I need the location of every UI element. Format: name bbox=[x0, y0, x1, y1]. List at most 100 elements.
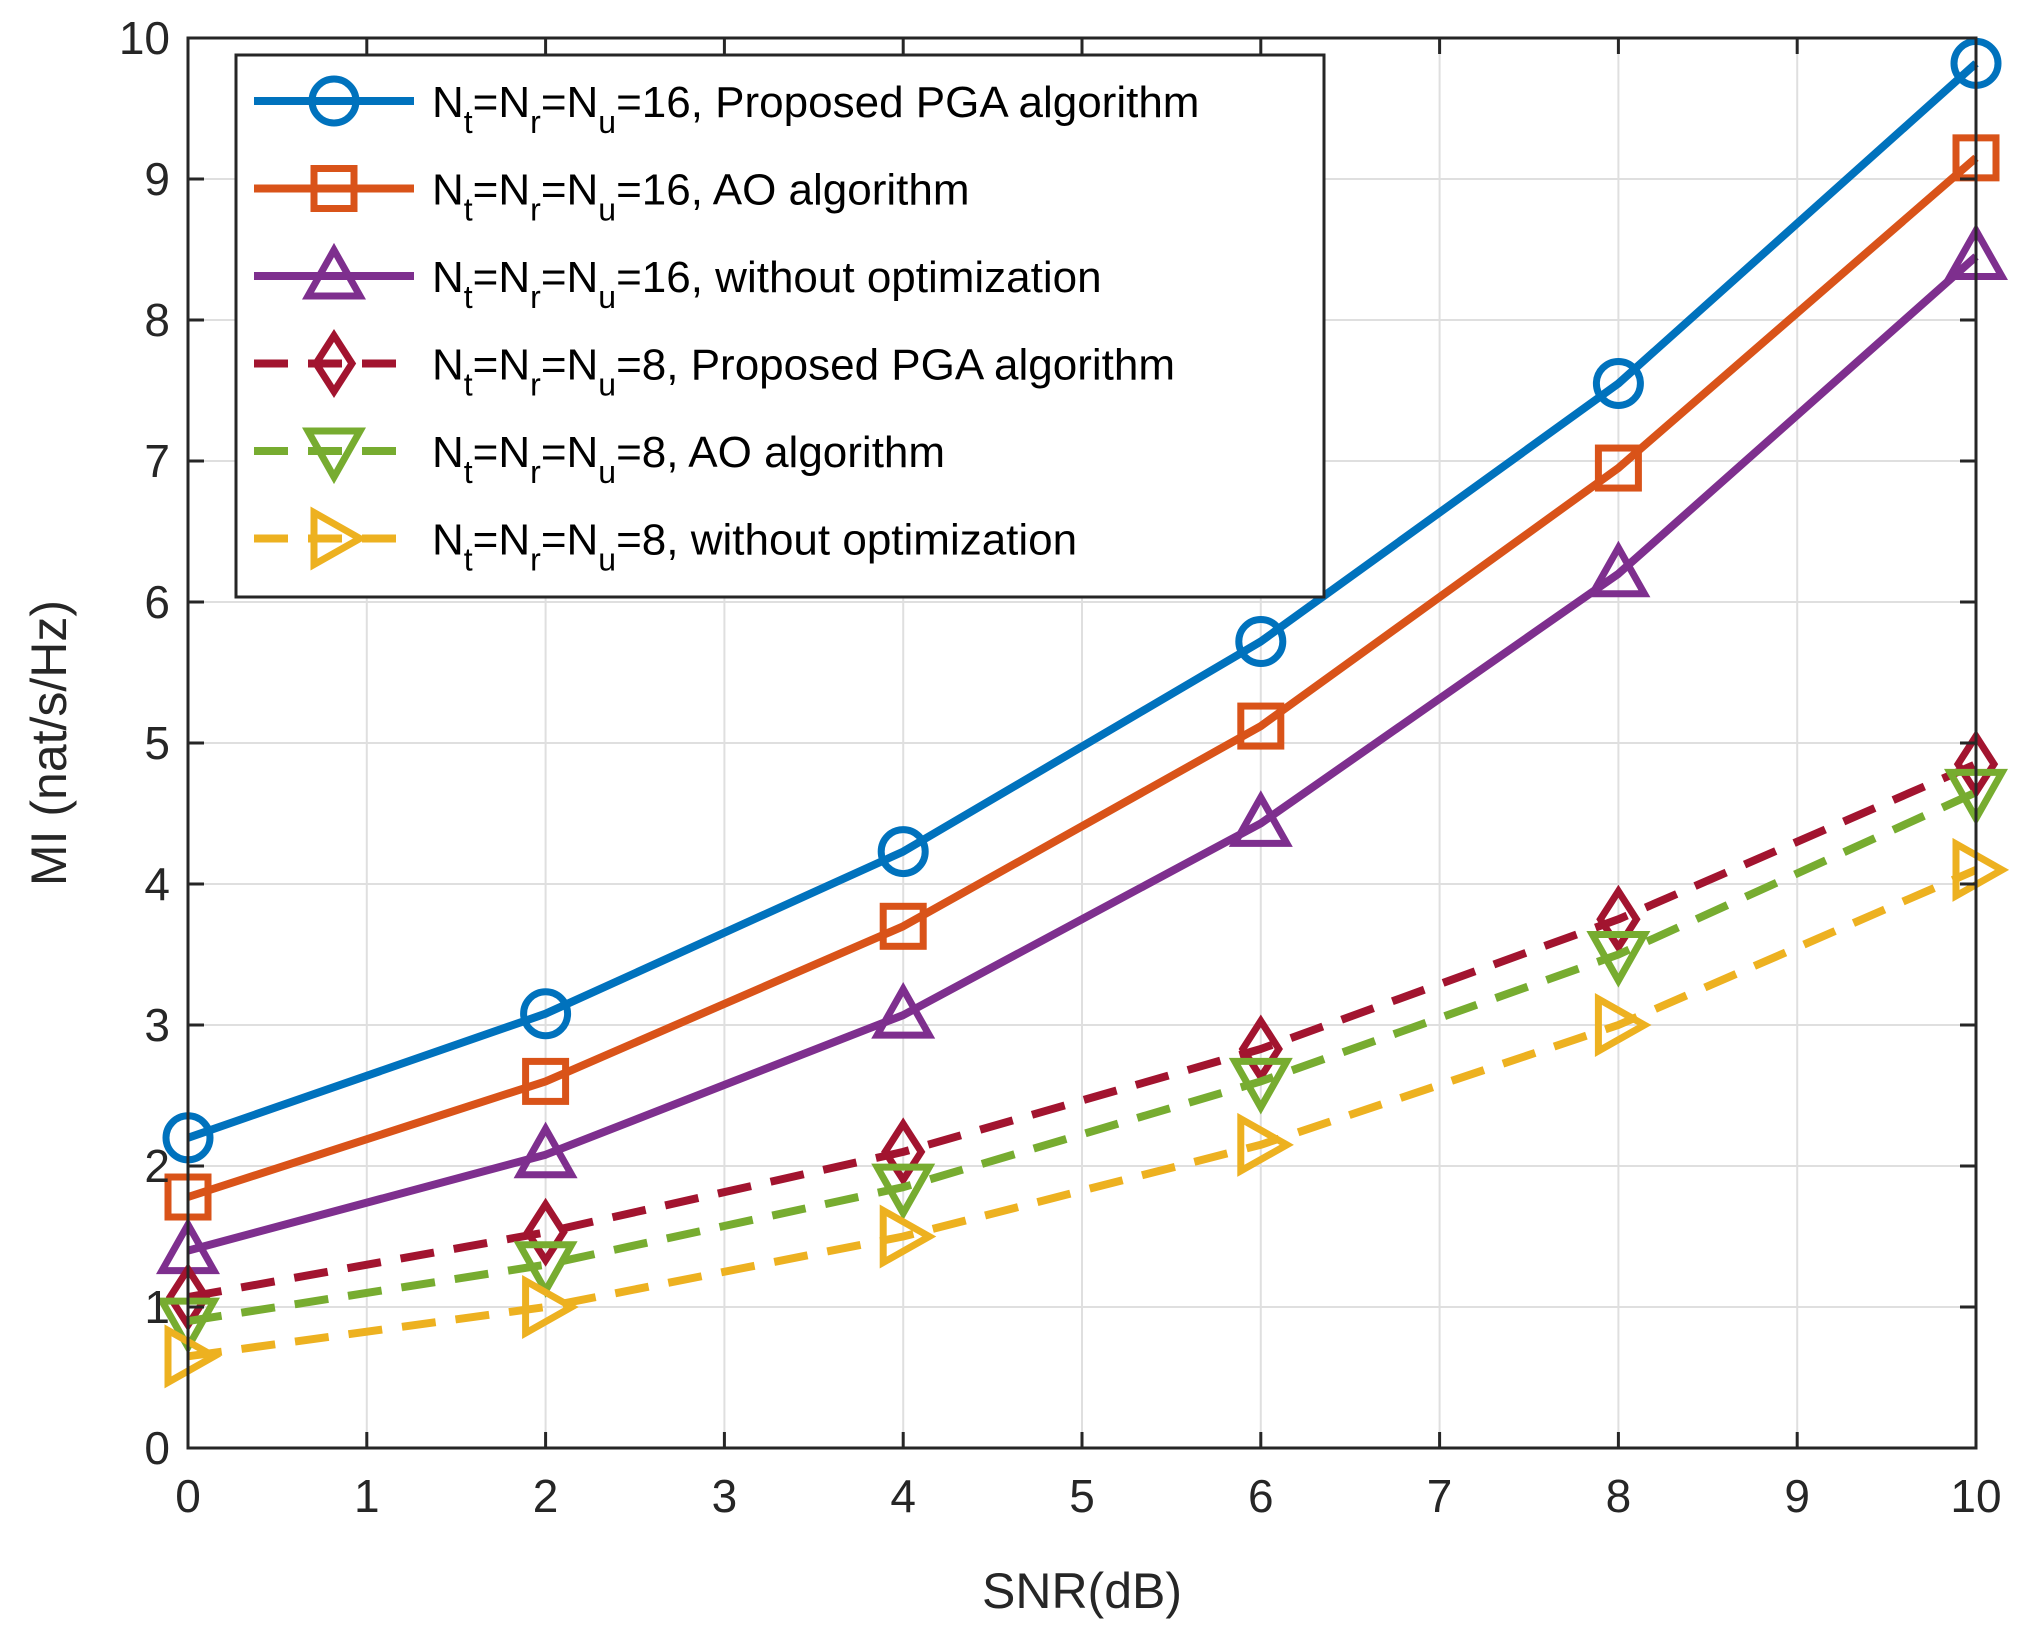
x-tick-label: 1 bbox=[354, 1470, 380, 1522]
series-line bbox=[186, 253, 1979, 1255]
legend-subscript: u bbox=[598, 367, 616, 403]
x-tick-label: 8 bbox=[1606, 1470, 1632, 1522]
series-2 bbox=[164, 134, 2000, 1221]
data-point bbox=[164, 1324, 222, 1389]
x-axis-title: SNR(dB) bbox=[982, 1563, 1182, 1619]
y-tick-labels: 0 1 2 3 4 5 6 7 8 9 10 bbox=[119, 12, 170, 1474]
data-point bbox=[1237, 702, 1285, 750]
x-tick-label: 0 bbox=[175, 1470, 201, 1522]
x-tick-label: 10 bbox=[1950, 1470, 2001, 1522]
legend-item: Nt=Nr=Nu=16, Proposed PGA algorithm bbox=[254, 75, 1199, 140]
data-point bbox=[1228, 1057, 1293, 1115]
data-point bbox=[513, 1241, 578, 1298]
legend-marker bbox=[302, 242, 366, 300]
x-tick-label: 9 bbox=[1784, 1470, 1810, 1522]
legend-marker bbox=[310, 506, 368, 571]
legend-text-part: =N bbox=[541, 428, 598, 477]
legend-text-part: N bbox=[432, 428, 464, 477]
data-point bbox=[879, 902, 927, 950]
series-6 bbox=[164, 837, 2010, 1389]
data-point bbox=[513, 1121, 578, 1179]
legend-subscript: r bbox=[530, 104, 541, 140]
series-4 bbox=[165, 729, 1999, 1332]
legend-item: Nt=Nr=Nu=8, AO algorithm bbox=[254, 427, 945, 490]
legend-subscript: r bbox=[530, 367, 541, 403]
data-point bbox=[1586, 540, 1651, 598]
data-point bbox=[1596, 884, 1641, 954]
legend-subscript: u bbox=[598, 454, 616, 490]
data-point bbox=[871, 1163, 936, 1221]
y-tick-label: 6 bbox=[144, 576, 170, 628]
data-point bbox=[523, 1197, 568, 1267]
data-point bbox=[877, 826, 929, 878]
series-line bbox=[187, 788, 1978, 1326]
data-point bbox=[879, 1204, 937, 1269]
y-tick-label: 10 bbox=[119, 12, 170, 64]
series-line bbox=[186, 60, 1979, 1142]
axis-ticks bbox=[186, 36, 1978, 1450]
data-point bbox=[522, 1057, 570, 1105]
legend-text-part: N bbox=[432, 78, 464, 127]
legend-item: Nt=Nr=Nu=8, without optimization bbox=[254, 506, 1077, 578]
legend-item: Nt=Nr=Nu=16, AO algorithm bbox=[254, 165, 970, 228]
legend-text-part: =N bbox=[473, 253, 530, 302]
legend-text-part: =N bbox=[473, 428, 530, 477]
x-tick-label: 5 bbox=[1069, 1470, 1095, 1522]
legend-text-part: N bbox=[432, 166, 464, 215]
y-tick-label: 1 bbox=[144, 1281, 170, 1333]
legend-text-part: =N bbox=[473, 78, 530, 127]
legend-subscript: r bbox=[530, 542, 541, 578]
legend-text-part: =N bbox=[541, 78, 598, 127]
data-point bbox=[1586, 931, 1651, 988]
data-point bbox=[1592, 357, 1644, 409]
legend-subscript: t bbox=[464, 542, 473, 578]
legend-marker bbox=[302, 427, 366, 485]
legend-label: Nt=Nr=Nu=16, Proposed PGA algorithm bbox=[432, 78, 1199, 140]
legend-text-part: =N bbox=[541, 516, 598, 565]
legend-text-part: =N bbox=[473, 341, 530, 390]
legend-subscript: u bbox=[598, 279, 616, 315]
x-tick-label: 2 bbox=[533, 1470, 559, 1522]
y-tick-label: 8 bbox=[144, 294, 170, 346]
x-tick-label: 6 bbox=[1248, 1470, 1274, 1522]
legend-text-part: =N bbox=[541, 166, 598, 215]
legend-text-part: =16, AO algorithm bbox=[616, 166, 969, 215]
legend: Nt=Nr=Nu=16, Proposed PGA algorithmNt=Nr… bbox=[234, 53, 1326, 599]
x-tick-labels: 0 1 2 3 4 5 6 7 8 9 10 bbox=[175, 1470, 2001, 1522]
legend-subscript: r bbox=[530, 279, 541, 315]
legend-marker bbox=[310, 165, 358, 212]
x-tick-label: 7 bbox=[1427, 1470, 1453, 1522]
x-tick-label: 4 bbox=[890, 1470, 916, 1522]
data-point bbox=[1952, 837, 2010, 902]
legend-subscript: u bbox=[598, 104, 616, 140]
legend-subscript: t bbox=[464, 367, 473, 403]
legend-text-part: =8, without optimization bbox=[616, 516, 1077, 565]
data-point bbox=[1238, 1014, 1283, 1084]
data-point bbox=[1228, 790, 1293, 847]
legend-label: Nt=Nr=Nu=8, Proposed PGA algorithm bbox=[432, 341, 1175, 403]
legend-box bbox=[234, 53, 1326, 599]
legend-subscript: t bbox=[464, 104, 473, 140]
legend-subscript: u bbox=[598, 192, 616, 228]
y-tick-label: 9 bbox=[144, 153, 170, 205]
y-tick-label: 2 bbox=[144, 1140, 170, 1192]
legend-text-part: =N bbox=[541, 341, 598, 390]
y-tick-label: 5 bbox=[144, 717, 170, 769]
data-point bbox=[1235, 615, 1287, 667]
legend-item: Nt=Nr=Nu=8, Proposed PGA algorithm bbox=[254, 329, 1175, 403]
legend-item: Nt=Nr=Nu=16, without optimization bbox=[254, 242, 1102, 315]
legend-marker bbox=[308, 75, 360, 127]
legend-text-part: =16, Proposed PGA algorithm bbox=[616, 78, 1199, 127]
legend-subscript: t bbox=[464, 279, 473, 315]
legend-text-part: =N bbox=[473, 166, 530, 215]
legend-subscript: r bbox=[530, 192, 541, 228]
legend-label: Nt=Nr=Nu=16, without optimization bbox=[432, 253, 1102, 315]
legend-text-part: N bbox=[432, 253, 464, 302]
y-tick-label: 7 bbox=[144, 435, 170, 487]
series-line bbox=[187, 760, 1978, 1302]
y-tick-label: 3 bbox=[144, 999, 170, 1051]
legend-marker bbox=[311, 329, 357, 398]
legend-label: Nt=Nr=Nu=8, without optimization bbox=[432, 516, 1077, 578]
legend-subscript: u bbox=[598, 542, 616, 578]
